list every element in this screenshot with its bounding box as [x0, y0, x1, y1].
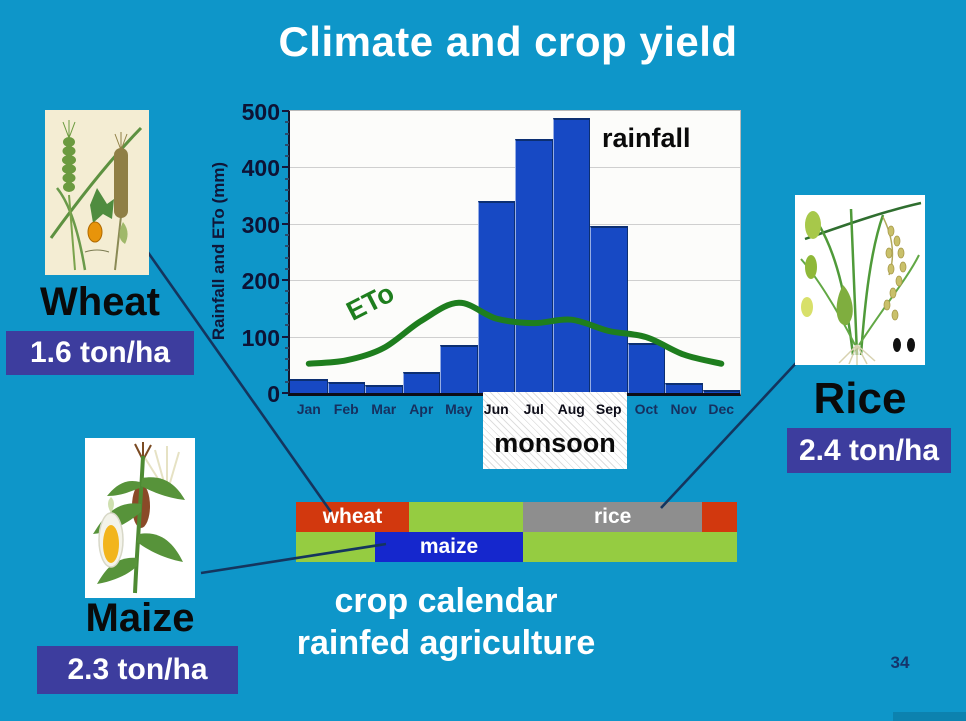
- eto-curve: [305, 299, 725, 367]
- y-tick-mark: [282, 335, 289, 338]
- y-minor-tick-mark: [285, 132, 289, 135]
- x-tick-label: Sep: [595, 401, 622, 417]
- y-tick-mark: [282, 392, 289, 394]
- y-tick-label: 300: [241, 211, 280, 238]
- x-tick-label: Apr: [409, 401, 434, 417]
- y-minor-tick-mark: [285, 313, 289, 316]
- x-tick-label: Jan: [296, 401, 321, 417]
- slide-title: Climate and crop yield: [278, 18, 738, 65]
- y-minor-tick-mark: [285, 380, 289, 383]
- y-minor-tick-mark: [285, 346, 289, 349]
- rainfall-bar: [590, 225, 628, 393]
- y-tick-label: 400: [241, 155, 280, 182]
- y-minor-tick-mark: [285, 245, 289, 248]
- rice-yield-badge: 2.4 ton/ha: [787, 428, 951, 473]
- y-minor-tick-mark: [285, 369, 289, 372]
- y-tick-label: 0: [267, 381, 280, 407]
- y-tick-mark: [282, 279, 289, 282]
- y-minor-tick-mark: [285, 188, 289, 191]
- y-minor-tick-mark: [285, 234, 289, 237]
- x-tick-label: Jun: [483, 401, 509, 417]
- fallow-segment: [523, 532, 737, 562]
- y-tick-label: 200: [241, 268, 280, 295]
- wheat-illustration: [45, 110, 149, 275]
- wheat-name-label: Wheat: [40, 280, 160, 324]
- caption: crop calendar rainfed agriculture: [146, 580, 746, 664]
- y-minor-tick-mark: [285, 267, 289, 270]
- fallow-segment: [702, 502, 737, 532]
- maize-illustration: [85, 438, 195, 598]
- caption-line-1: crop calendar: [334, 582, 558, 620]
- screen-edge-artifact: [893, 712, 966, 721]
- wheat-yield-badge: 1.6 ton/ha: [6, 331, 194, 375]
- crop-calendar-row-2: maize: [296, 532, 737, 562]
- y-minor-tick-mark: [285, 200, 289, 203]
- y-tick-mark: [282, 166, 289, 169]
- x-tick-label: Dec: [708, 401, 735, 417]
- maize-botanical-drawing: [85, 438, 195, 598]
- rainfall-eto-chart: rainfall ETo: [288, 110, 741, 396]
- y-tick-mark: [282, 222, 289, 225]
- monsoon-hatched-region: [483, 392, 627, 469]
- wheat-season-segment: wheat: [296, 502, 409, 532]
- y-minor-tick-mark: [285, 256, 289, 259]
- monsoon-label: monsoon: [494, 428, 616, 458]
- y-minor-tick-mark: [285, 121, 289, 124]
- x-tick-label: Mar: [371, 401, 397, 417]
- rainfall-bar: [477, 201, 515, 393]
- fallow-segment: [296, 532, 375, 562]
- fallow-segment: [408, 502, 524, 532]
- maize-name-label: Maize: [85, 596, 195, 640]
- y-minor-tick-mark: [285, 324, 289, 327]
- y-tick-mark: [282, 110, 289, 112]
- y-minor-tick-mark: [285, 211, 289, 214]
- rainfall-series-label: rainfall: [602, 123, 691, 153]
- rice-name-label: Rice: [813, 374, 907, 423]
- rice-botanical-drawing: [795, 195, 925, 365]
- x-tick-label: Aug: [557, 401, 585, 417]
- rice-season-segment: rice: [523, 502, 703, 532]
- maize-yield-badge: 2.3 ton/ha: [37, 646, 238, 694]
- eto-line-chart: [305, 299, 725, 367]
- x-tick-label: May: [445, 401, 473, 417]
- y-tick-label: 100: [241, 324, 280, 351]
- x-tick-label: Nov: [670, 401, 697, 417]
- rainfall-bar: [365, 385, 403, 393]
- y-minor-tick-mark: [285, 290, 289, 293]
- y-minor-tick-mark: [285, 155, 289, 158]
- y-axis-title: Rainfall and ETo (mm): [209, 161, 228, 341]
- y-minor-tick-mark: [285, 177, 289, 180]
- caption-line-2: rainfed agriculture: [296, 624, 596, 662]
- crop-calendar: wheat rice maize: [296, 502, 737, 562]
- rainfall-bar: [552, 117, 590, 393]
- y-tick-label: 500: [241, 99, 280, 125]
- y-minor-tick-mark: [285, 143, 289, 146]
- rainfall-bar: [515, 139, 553, 393]
- y-minor-tick-mark: [285, 301, 289, 304]
- maize-season-segment: maize: [374, 532, 524, 562]
- rainfall-bar: [402, 372, 440, 393]
- wheat-botanical-drawing: [45, 110, 149, 275]
- page-number: 34: [890, 653, 910, 672]
- rice-illustration: [795, 195, 925, 365]
- x-tick-label: Jul: [523, 401, 544, 417]
- x-tick-label: Oct: [634, 401, 658, 417]
- rainfall-bar: [440, 344, 478, 393]
- crop-calendar-row-1: wheat rice: [296, 502, 737, 532]
- y-minor-tick-mark: [285, 358, 289, 361]
- x-tick-label: Feb: [333, 401, 359, 417]
